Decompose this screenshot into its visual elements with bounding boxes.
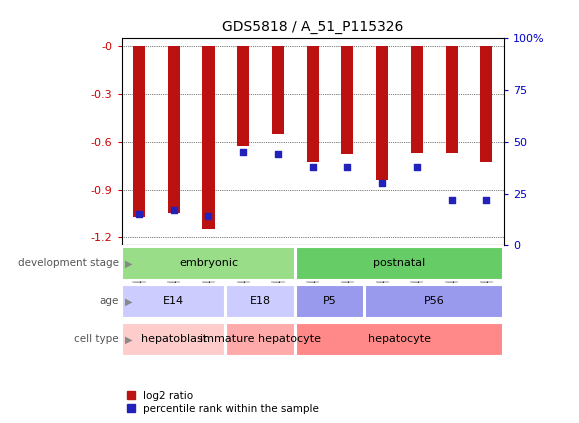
Bar xyxy=(365,285,503,318)
Bar xyxy=(237,46,249,146)
Text: hepatocyte: hepatocyte xyxy=(368,335,431,344)
Point xyxy=(482,196,491,203)
Bar xyxy=(376,46,388,180)
Point xyxy=(134,211,144,218)
Point xyxy=(343,163,352,170)
Text: hepatoblast: hepatoblast xyxy=(141,335,207,344)
Bar xyxy=(296,323,503,356)
Text: E18: E18 xyxy=(250,297,271,306)
Point xyxy=(204,213,213,220)
Point xyxy=(169,207,178,214)
Text: E14: E14 xyxy=(163,297,184,306)
Bar xyxy=(122,323,225,356)
Text: P5: P5 xyxy=(323,297,337,306)
Text: ▶: ▶ xyxy=(124,335,132,344)
Text: immature hepatocyte: immature hepatocyte xyxy=(200,335,321,344)
Legend: log2 ratio, percentile rank within the sample: log2 ratio, percentile rank within the s… xyxy=(127,391,320,414)
Text: ▶: ▶ xyxy=(124,258,132,268)
Bar xyxy=(133,46,145,217)
Text: cell type: cell type xyxy=(74,335,119,344)
Text: embryonic: embryonic xyxy=(179,258,238,268)
Bar xyxy=(411,46,423,153)
Bar xyxy=(296,285,364,318)
Point xyxy=(308,163,317,170)
Point xyxy=(273,151,283,157)
Bar xyxy=(342,46,353,154)
Bar xyxy=(122,285,225,318)
Bar xyxy=(202,46,214,229)
Point xyxy=(412,163,422,170)
Point xyxy=(239,149,248,156)
Point xyxy=(378,180,387,187)
Bar xyxy=(122,247,295,280)
Text: development stage: development stage xyxy=(18,258,119,268)
Bar xyxy=(480,46,492,162)
Title: GDS5818 / A_51_P115326: GDS5818 / A_51_P115326 xyxy=(222,20,404,34)
Text: P56: P56 xyxy=(424,297,445,306)
Bar xyxy=(307,46,318,162)
Point xyxy=(447,196,456,203)
Bar xyxy=(226,323,295,356)
Bar xyxy=(226,285,295,318)
Text: postnatal: postnatal xyxy=(373,258,426,268)
Bar xyxy=(168,46,179,214)
Bar xyxy=(296,247,503,280)
Bar xyxy=(445,46,457,153)
Text: ▶: ▶ xyxy=(124,297,132,306)
Bar xyxy=(272,46,284,134)
Text: age: age xyxy=(100,297,119,306)
